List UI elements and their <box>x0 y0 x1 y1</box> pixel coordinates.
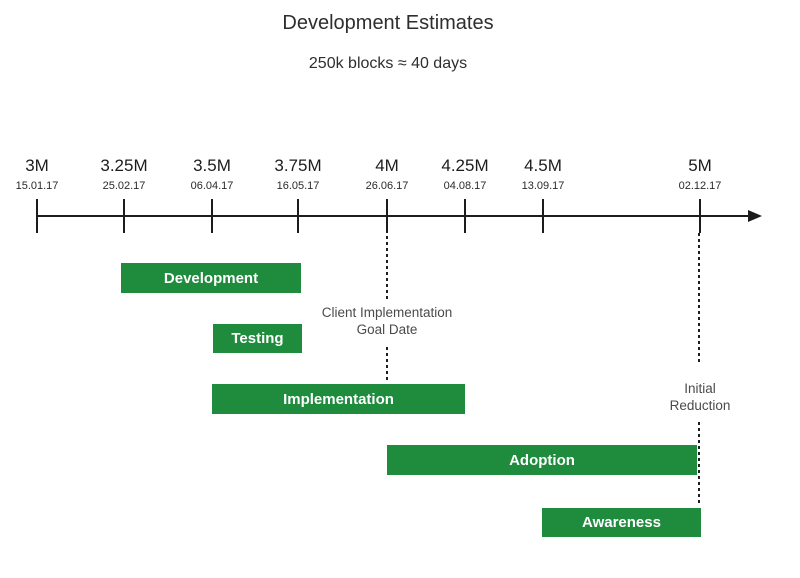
milestone-tick <box>123 199 125 233</box>
goal-date-dotted-line-upper <box>386 236 388 302</box>
page-title: Development Estimates <box>282 12 494 34</box>
milestone-date: 02.12.17 <box>678 180 722 192</box>
milestone-label: 4M <box>375 156 399 175</box>
milestone-date: 15.01.17 <box>15 180 59 192</box>
initial-reduction-dotted-line-upper <box>698 233 700 363</box>
milestone-date: 04.08.17 <box>443 180 487 192</box>
milestone-label: 3.75M <box>274 156 322 175</box>
milestone-tick <box>211 199 213 233</box>
phase-bar-awareness: Awareness <box>542 508 701 537</box>
milestone-date: 13.09.17 <box>521 180 565 192</box>
milestone-date: 25.02.17 <box>102 180 146 192</box>
milestone-tick <box>386 199 388 233</box>
goal-date-annotation-line2: Goal Date <box>356 322 418 337</box>
milestone-tick <box>464 199 466 233</box>
milestone-label: 3.5M <box>193 156 231 175</box>
page-subtitle: 250k blocks ≈ 40 days <box>308 55 468 72</box>
goal-date-annotation-line1: Client Implementation <box>321 305 453 320</box>
initial-reduction-dotted-line-lower <box>698 422 700 503</box>
phase-bar-label: Testing <box>231 330 284 347</box>
phase-bar-label: Development <box>163 269 259 287</box>
initial-reduction-annotation-line1: Initial <box>684 381 716 396</box>
milestone-label: 4.5M <box>524 156 562 175</box>
axis-arrowhead-icon <box>748 210 762 222</box>
milestone-tick <box>36 199 38 233</box>
milestone-label: 3M <box>25 156 49 175</box>
phase-bar-label: Implementation <box>283 390 394 408</box>
milestone-tick <box>699 199 701 233</box>
milestone-tick <box>297 199 299 233</box>
milestone-date: 16.05.17 <box>276 180 320 192</box>
milestone-date: 06.04.17 <box>190 180 234 192</box>
phase-bar-development: Development <box>121 263 301 293</box>
initial-reduction-annotation: Initial Reduction <box>670 380 731 414</box>
phase-bar-testing: Testing <box>213 324 302 353</box>
phase-bar-label: Awareness <box>582 514 661 531</box>
milestone-label: 5M <box>688 156 712 175</box>
phase-bar-adoption: Adoption <box>387 445 697 475</box>
milestone-tick <box>542 199 544 233</box>
phase-bar-label: Adoption <box>509 451 575 469</box>
milestone-label: 4.25M <box>441 156 489 175</box>
milestone-date: 26.06.17 <box>365 180 409 192</box>
milestone-label: 3.25M <box>100 156 148 175</box>
phase-bar-implementation: Implementation <box>212 384 465 414</box>
goal-date-dotted-line-lower <box>386 347 388 383</box>
timeline-axis <box>36 215 748 217</box>
initial-reduction-annotation-line2: Reduction <box>669 398 731 413</box>
goal-date-annotation: Client Implementation Goal Date <box>322 304 453 338</box>
